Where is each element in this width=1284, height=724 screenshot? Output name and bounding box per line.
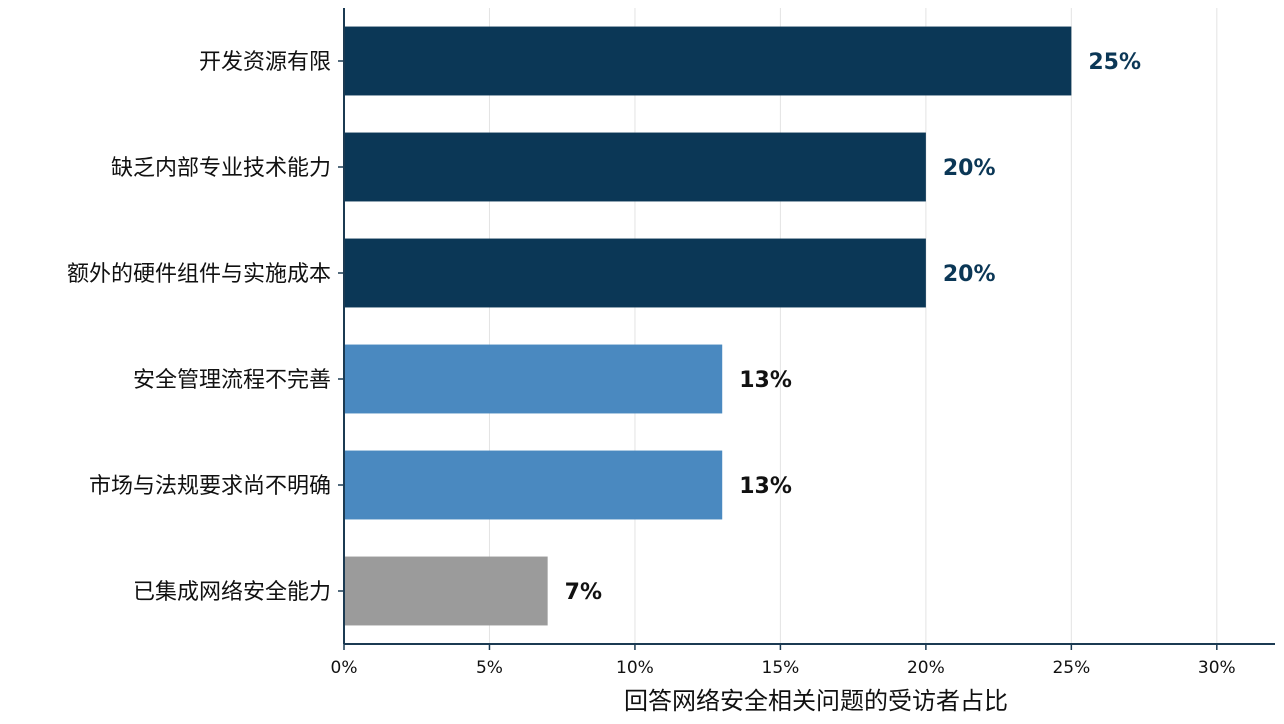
- x-tick-label-1: 5%: [476, 658, 503, 678]
- bar-3: [344, 344, 723, 414]
- bar-0: [344, 26, 1072, 96]
- value-label-1: 20%: [943, 156, 996, 181]
- bar-1: [344, 132, 926, 202]
- axes: [338, 8, 1275, 650]
- value-label-3: 13%: [739, 368, 792, 393]
- x-tick-label-3: 15%: [762, 658, 800, 678]
- gridlines: [488, 8, 1218, 644]
- category-label-2: 额外的硬件组件与实施成本: [67, 262, 331, 287]
- bars: [344, 26, 1072, 626]
- x-tick-label-6: 30%: [1198, 658, 1236, 678]
- x-tick-label-0: 0%: [331, 658, 358, 678]
- x-tick-label-5: 25%: [1052, 658, 1090, 678]
- labels: 0% 5% 10% 15% 20% 25% 30% 开发资源有限 25% 缺乏内部专业技术能力 20…: [67, 50, 1236, 678]
- value-label-2: 20%: [943, 262, 996, 287]
- category-label-5: 已集成网络安全能力: [133, 580, 331, 605]
- value-label-5: 7%: [565, 580, 602, 605]
- bar-2: [344, 238, 926, 308]
- x-tick-label-4: 20%: [907, 658, 945, 678]
- category-label-4: 市场与法规要求尚不明确: [89, 474, 331, 499]
- category-label-0: 开发资源有限: [199, 50, 331, 75]
- bar-5: [344, 556, 548, 626]
- category-label-1: 缺乏内部专业技术能力: [111, 156, 331, 181]
- value-label-0: 25%: [1088, 50, 1141, 75]
- bar-4: [344, 450, 723, 520]
- value-label-4: 13%: [739, 474, 792, 499]
- x-axis-title: 回答网络安全相关问题的受访者占比: [624, 687, 1008, 715]
- category-label-3: 安全管理流程不完善: [133, 368, 331, 393]
- x-tick-label-2: 10%: [616, 658, 654, 678]
